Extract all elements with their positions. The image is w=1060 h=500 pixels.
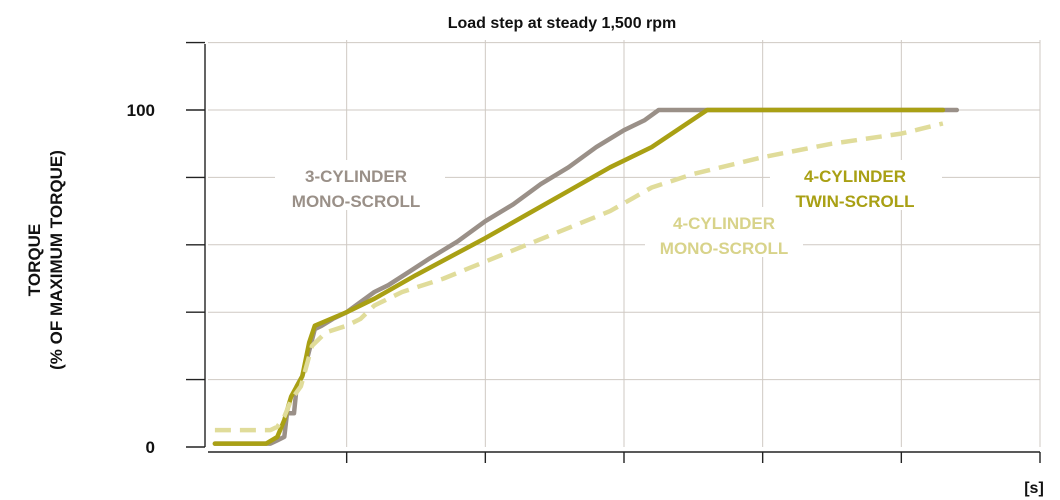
series-label-background bbox=[770, 160, 942, 210]
series-line-2 bbox=[212, 107, 946, 446]
series-label-1-line-1: 3-CYLINDER bbox=[305, 167, 407, 186]
series-label-2-line-2: TWIN-SCROLL bbox=[796, 192, 915, 211]
y-axis-label: TORQUE (% OF MAXIMUM TORQUE) bbox=[25, 150, 66, 370]
series-label-3-line-1: 4-CYLINDER bbox=[673, 214, 775, 233]
series-label-background bbox=[275, 160, 445, 210]
series-lines bbox=[212, 107, 960, 446]
y-axis-label-line-2: (% OF MAXIMUM TORQUE) bbox=[47, 150, 66, 370]
y-tick-label: 0 bbox=[146, 438, 155, 457]
series-label-3-line-2: MONO-SCROLL bbox=[660, 239, 788, 258]
chart-title: Load step at steady 1,500 rpm bbox=[448, 15, 677, 32]
x-axis-unit: [s] bbox=[1024, 480, 1044, 497]
y-tick-labels: 0 100 bbox=[127, 101, 155, 457]
axes bbox=[186, 41, 1041, 463]
y-tick-label: 100 bbox=[127, 101, 155, 120]
series-line-3 bbox=[214, 121, 944, 433]
series-labels: 3-CYLINDER MONO-SCROLL 4-CYLINDER TWIN-SCRO… bbox=[275, 160, 942, 258]
y-axis-label-line-1: TORQUE bbox=[25, 224, 44, 296]
series-label-background bbox=[645, 207, 803, 257]
series-line-1 bbox=[212, 107, 960, 446]
grid bbox=[208, 40, 1041, 447]
series-label-1-line-2: MONO-SCROLL bbox=[292, 192, 420, 211]
series-label-2-line-1: 4-CYLINDER bbox=[804, 167, 906, 186]
